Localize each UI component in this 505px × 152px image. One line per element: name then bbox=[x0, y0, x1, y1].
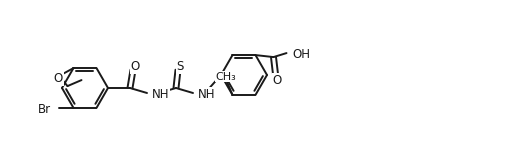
Text: OH: OH bbox=[292, 48, 310, 61]
Text: O: O bbox=[130, 60, 139, 73]
Text: O: O bbox=[54, 72, 63, 85]
Text: Br: Br bbox=[38, 103, 52, 116]
Text: NH: NH bbox=[152, 88, 169, 101]
Text: O: O bbox=[272, 74, 282, 87]
Text: NH: NH bbox=[197, 88, 215, 101]
Text: CH₃: CH₃ bbox=[215, 72, 235, 82]
Text: S: S bbox=[176, 60, 183, 73]
